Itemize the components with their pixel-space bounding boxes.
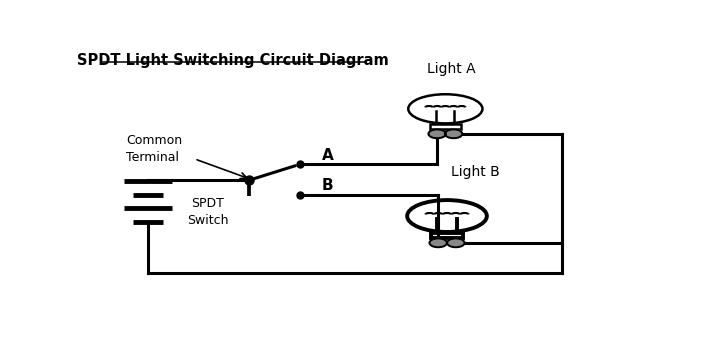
Text: A: A: [322, 148, 334, 163]
Text: SPDT
Switch: SPDT Switch: [187, 197, 229, 227]
Text: B: B: [322, 178, 334, 193]
Text: Light A: Light A: [427, 61, 475, 76]
Bar: [430, 124, 460, 129]
Text: Common
Terminal: Common Terminal: [126, 135, 182, 165]
Text: SPDT Light Switching Circuit Diagram: SPDT Light Switching Circuit Diagram: [77, 53, 389, 68]
Bar: [431, 232, 463, 238]
Circle shape: [429, 238, 447, 247]
Text: Light B: Light B: [451, 165, 500, 180]
Circle shape: [429, 130, 446, 138]
Circle shape: [447, 238, 465, 247]
Circle shape: [445, 130, 463, 138]
